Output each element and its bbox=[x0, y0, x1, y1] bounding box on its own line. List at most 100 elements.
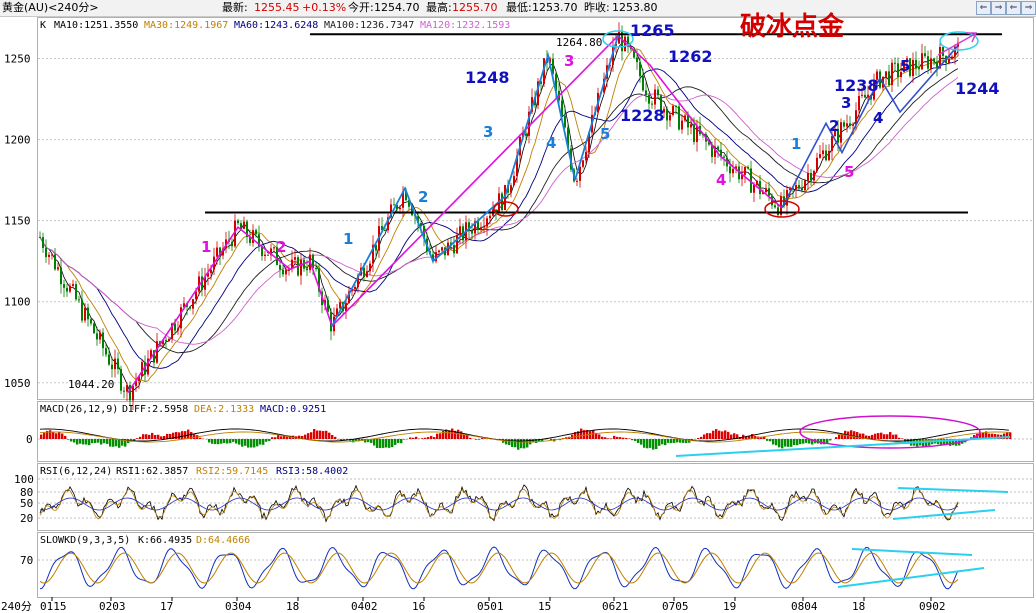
macd-bar bbox=[52, 431, 55, 439]
macd-bar bbox=[709, 433, 712, 439]
macd-bar bbox=[805, 439, 808, 443]
candle-body bbox=[759, 180, 761, 195]
macd-bar bbox=[424, 437, 427, 439]
macd-bar bbox=[115, 439, 118, 447]
macd-bar bbox=[754, 436, 757, 439]
macd-bar bbox=[901, 438, 904, 439]
nav-right-button[interactable]: ⇒ bbox=[991, 1, 1006, 15]
macd-bar bbox=[988, 433, 991, 439]
kd-legend-d: D:64.4666 bbox=[196, 535, 250, 546]
macd-bar bbox=[403, 439, 406, 440]
candle-body bbox=[489, 215, 491, 219]
macd-bar bbox=[520, 439, 523, 449]
macd-bar bbox=[676, 439, 679, 443]
macd-bar bbox=[139, 436, 142, 439]
candle-body bbox=[789, 187, 791, 190]
candle-body bbox=[279, 265, 281, 270]
macd-bar bbox=[208, 439, 211, 443]
zoom-in-button[interactable]: ⇒ bbox=[1021, 1, 1036, 15]
macd-bar bbox=[823, 439, 826, 445]
macd-bar bbox=[508, 439, 511, 446]
macd-bar bbox=[214, 439, 217, 445]
macd-bar bbox=[829, 439, 832, 441]
macd-bar bbox=[298, 435, 301, 439]
macd-bar bbox=[175, 431, 178, 439]
candle-body bbox=[792, 187, 794, 190]
macd-bar bbox=[634, 439, 637, 441]
candle-body bbox=[804, 180, 806, 191]
macd-bar bbox=[331, 435, 334, 439]
candle-body bbox=[810, 172, 812, 181]
candle-body bbox=[183, 303, 185, 308]
macd-bar bbox=[235, 439, 238, 444]
macd-bar bbox=[583, 430, 586, 439]
candle-body bbox=[192, 299, 194, 309]
prev-close-label: 昨收: bbox=[584, 1, 610, 14]
macd-bar bbox=[841, 433, 844, 439]
macd-highlight bbox=[799, 415, 981, 449]
candle-body bbox=[237, 220, 239, 224]
candle-body bbox=[744, 166, 746, 175]
price-axis: 1050 1100 1150 1200 1250 bbox=[4, 53, 31, 390]
candle-body bbox=[564, 115, 566, 128]
candle-body bbox=[795, 185, 797, 190]
low-label: 最低: bbox=[506, 1, 532, 14]
macd-bar bbox=[712, 430, 715, 439]
x-tick-label: 18 bbox=[852, 600, 865, 613]
macd-bar bbox=[325, 430, 328, 439]
macd-bar bbox=[688, 439, 691, 443]
rsi-legend-rsi3: RSI3:58.4002 bbox=[276, 466, 348, 477]
macd-bar bbox=[277, 435, 280, 439]
macd-bar bbox=[181, 431, 184, 439]
candle-body bbox=[927, 56, 929, 69]
candle-body bbox=[531, 97, 533, 112]
candle-body bbox=[447, 242, 449, 256]
candle-body bbox=[876, 71, 878, 80]
macd-bar bbox=[169, 433, 172, 439]
macd-bar bbox=[400, 439, 403, 444]
macd-bar bbox=[88, 439, 91, 446]
x-tick-label: 0203 bbox=[99, 600, 126, 613]
macd-bar bbox=[616, 436, 619, 439]
rsi-ytick-100: 100 bbox=[14, 473, 34, 486]
macd-bar bbox=[706, 433, 709, 439]
candle-body bbox=[516, 155, 518, 177]
level-1265: 1265 bbox=[630, 21, 675, 40]
candle-body bbox=[72, 284, 74, 286]
macd-bar bbox=[166, 433, 169, 439]
macd-bar bbox=[637, 439, 640, 443]
candle-body bbox=[111, 364, 113, 370]
macd-bar bbox=[346, 439, 349, 440]
macd-bar bbox=[223, 439, 226, 444]
nav-left-button[interactable]: ⇐ bbox=[976, 1, 991, 15]
candle-body bbox=[951, 56, 953, 59]
candle-body bbox=[57, 267, 59, 270]
macd-bar bbox=[220, 439, 223, 444]
candle-body bbox=[141, 362, 143, 377]
wave-label: 4 bbox=[873, 109, 883, 127]
candle-body bbox=[117, 358, 119, 369]
macd-bar bbox=[304, 434, 307, 439]
macd-bar bbox=[664, 439, 667, 446]
macd-bar bbox=[229, 439, 232, 444]
candle-body bbox=[831, 136, 833, 151]
period-label: 240分 bbox=[1, 600, 32, 613]
macd-bar bbox=[361, 439, 364, 441]
macd-bar bbox=[592, 430, 595, 439]
candle-body bbox=[153, 350, 155, 363]
candle-body bbox=[123, 390, 125, 392]
candle-body bbox=[654, 89, 656, 105]
candle-body bbox=[666, 108, 668, 121]
level-1248: 1248 bbox=[465, 68, 510, 87]
macd-bar bbox=[670, 439, 673, 444]
zoom-out-button[interactable]: ⇐ bbox=[1006, 1, 1021, 15]
candle-body bbox=[294, 257, 296, 260]
candle-body bbox=[216, 247, 218, 257]
change-percent: +0.13% bbox=[302, 1, 347, 14]
candle-body bbox=[198, 276, 200, 292]
kd-upper-trendline bbox=[851, 548, 973, 556]
macd-bar bbox=[661, 439, 664, 445]
macd-bar bbox=[469, 437, 472, 439]
candle-body bbox=[399, 207, 401, 210]
